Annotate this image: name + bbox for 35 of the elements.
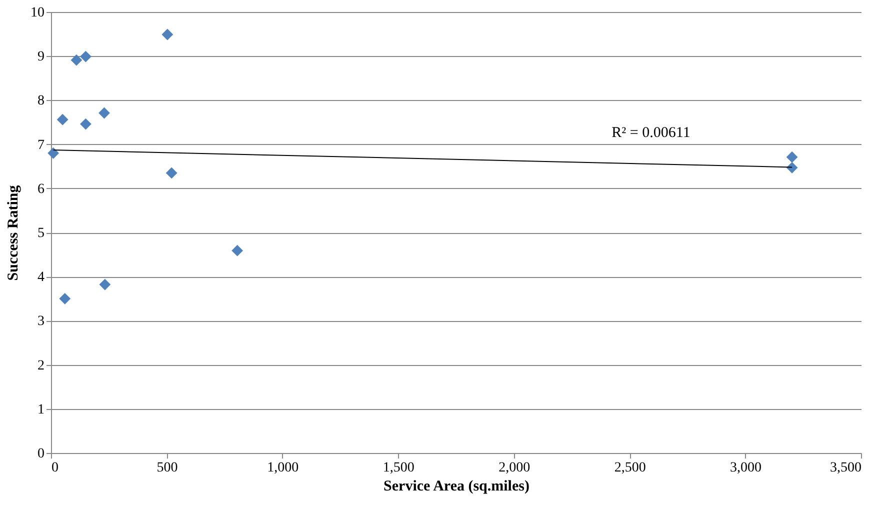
x-axis-title: Service Area (sq.miles) [384,478,530,494]
point [786,151,798,163]
y-axis-title: Success Rating [6,184,22,281]
y-tick-label: 6 [38,182,44,197]
y-tick-label: 9 [38,50,44,65]
x-tick-label: 2,000 [498,460,530,476]
x-tick-label: 3,500 [830,460,862,476]
point [80,50,92,62]
point [166,167,178,179]
y-tick-label: 3 [38,314,44,330]
point [56,114,68,126]
point [232,244,243,256]
y-tick-label: 2 [38,358,44,374]
y-tick-label: 5 [38,226,44,241]
x-tick-label: 3,000 [730,460,762,476]
point [70,54,82,66]
y-tick-label: 0 [38,446,44,462]
y-tick-label: 7 [38,138,44,153]
y-tick-label: 4 [38,270,44,286]
x-tick-label: 1,500 [382,460,414,476]
point [99,278,111,290]
annotation: R² = 0.00611 [612,125,690,141]
x-tick-label: 500 [156,460,178,476]
x-tick-label: 2,500 [614,460,646,476]
x-tick-label: 1,000 [267,460,299,476]
point [48,147,60,159]
point [162,28,174,40]
y-tick-label: 8 [38,94,44,109]
point [59,292,71,304]
point [786,162,798,174]
y-tick-label: 1 [38,402,44,418]
x-tick-label: 0 [52,460,58,476]
point [80,118,92,130]
y-tick-label: 10 [30,6,44,20]
point [98,107,110,119]
